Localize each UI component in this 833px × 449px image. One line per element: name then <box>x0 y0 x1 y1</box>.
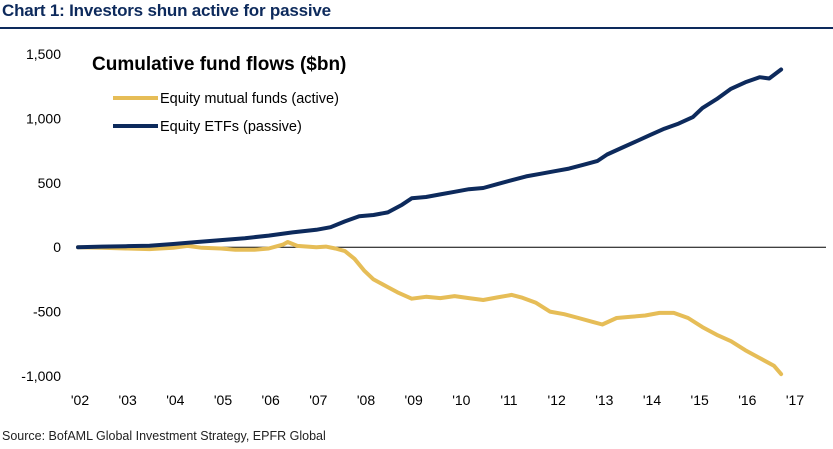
series-lines <box>76 67 784 377</box>
x-tick-label: '08 <box>357 392 375 408</box>
chart-plot: 1,500 1,000 500 0 -500 -1,000 '02 '03 '04 '05 '06… <box>21 46 826 408</box>
x-tick-label: '11 <box>500 392 517 408</box>
x-tick-label: '03 <box>119 392 137 408</box>
chart-subtitle: Cumulative fund flows ($bn) <box>92 54 346 75</box>
x-tick-label: '15 <box>691 392 709 408</box>
x-tick-label: '13 <box>595 392 613 408</box>
y-tick-label: 1,000 <box>26 110 61 126</box>
legend-label: Equity mutual funds (active) <box>160 91 339 107</box>
chart-title: Chart 1: Investors shun active for passi… <box>2 1 331 20</box>
series-line-active <box>76 240 784 377</box>
x-axis-ticks: '02 '03 '04 '05 '06 '07 '08 '09 '10 '11 '12 '13 '14 '… <box>71 392 804 408</box>
source-note: Source: BofAML Global Investment Strateg… <box>2 429 326 443</box>
x-tick-label: '14 <box>643 392 661 408</box>
y-tick-label: -500 <box>33 304 61 320</box>
x-tick-label: '06 <box>262 392 280 408</box>
x-tick-label: '09 <box>405 392 423 408</box>
x-tick-label: '05 <box>214 392 232 408</box>
y-tick-label: 500 <box>38 175 62 191</box>
x-tick-label: '04 <box>166 392 184 408</box>
y-axis-ticks: 1,500 1,000 500 0 -500 -1,000 <box>21 46 61 384</box>
x-tick-label: '10 <box>452 392 470 408</box>
y-tick-label: -1,000 <box>21 368 61 384</box>
series-line-passive <box>76 67 784 250</box>
x-tick-label: '17 <box>786 392 804 408</box>
title-rule <box>0 27 833 29</box>
x-tick-label: '12 <box>548 392 566 408</box>
y-tick-label: 1,500 <box>26 46 61 62</box>
x-tick-label: '16 <box>738 392 756 408</box>
x-tick-label: '02 <box>71 392 89 408</box>
y-tick-label: 0 <box>53 239 61 255</box>
x-tick-label: '07 <box>309 392 327 408</box>
legend-label: Equity ETFs (passive) <box>160 119 302 135</box>
legend: Equity mutual funds (active) Equity ETFs … <box>113 91 339 135</box>
